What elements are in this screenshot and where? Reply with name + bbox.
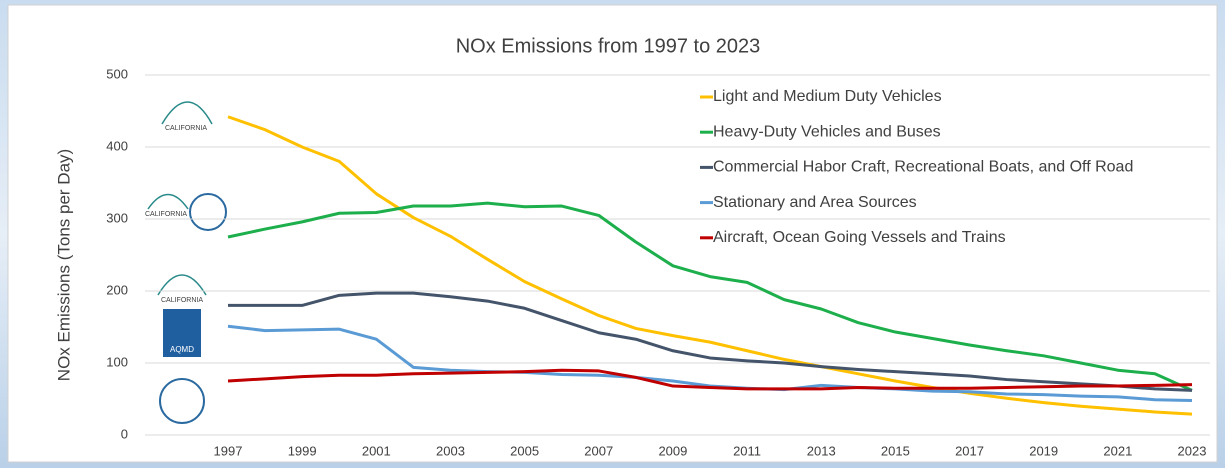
logo-box xyxy=(163,309,201,357)
legend-label: Commercial Habor Craft, Recreational Boa… xyxy=(713,159,1133,176)
x-tick-label: 2005 xyxy=(510,443,539,458)
logo-seal xyxy=(159,378,205,424)
x-tick-label: 1999 xyxy=(288,443,317,458)
x-tick-label: 2015 xyxy=(881,443,910,458)
logo-text: CALIFORNIA xyxy=(145,211,187,218)
x-tick-label: 2021 xyxy=(1103,443,1132,458)
x-tick-label: 2001 xyxy=(362,443,391,458)
x-tick-label: 2023 xyxy=(1178,443,1207,458)
x-tick-label: 2003 xyxy=(436,443,465,458)
chart-title: NOx Emissions from 1997 to 2023 xyxy=(456,35,761,57)
logo-arc xyxy=(161,101,213,125)
series-line xyxy=(227,368,1193,391)
y-tick-label: 400 xyxy=(106,138,128,153)
legend-label: Heavy-Duty Vehicles and Buses xyxy=(713,123,941,140)
x-tick-label: 2011 xyxy=(733,443,761,458)
y-tick-label: 500 xyxy=(106,66,128,81)
logo-arc xyxy=(157,274,207,296)
logo-seal xyxy=(189,193,227,231)
logo: CALIFORNIA CALIFORNIA CALIFORNIA AQMD xyxy=(145,101,227,424)
x-tick-label: 2017 xyxy=(955,443,984,458)
y-tick-label: 0 xyxy=(121,426,128,441)
logo-text: CALIFORNIA xyxy=(165,125,207,132)
legend-label: Stationary and Area Sources xyxy=(713,194,917,211)
logo-text: CALIFORNIA xyxy=(161,297,203,304)
series-line xyxy=(227,201,1193,392)
legend-label: Aircraft, Ocean Going Vessels and Trains xyxy=(713,229,1006,246)
x-tick-label: 2013 xyxy=(807,443,836,458)
y-tick-label: 300 xyxy=(106,210,128,225)
series-line xyxy=(227,115,1193,416)
legend-label: Light and Medium Duty Vehicles xyxy=(713,88,942,105)
y-tick-label: 200 xyxy=(106,282,128,297)
logo-text: AQMD xyxy=(170,345,194,354)
x-tick-label: 1997 xyxy=(214,443,243,458)
series-line xyxy=(228,291,1193,392)
x-tick-label: 2009 xyxy=(658,443,687,458)
y-tick-label: 100 xyxy=(106,354,128,369)
y-axis-title: NOx Emissions (Tons per Day) xyxy=(54,149,73,381)
logo-arc xyxy=(147,193,189,210)
x-tick-label: 2019 xyxy=(1029,443,1058,458)
x-tick-label: 2007 xyxy=(584,443,613,458)
